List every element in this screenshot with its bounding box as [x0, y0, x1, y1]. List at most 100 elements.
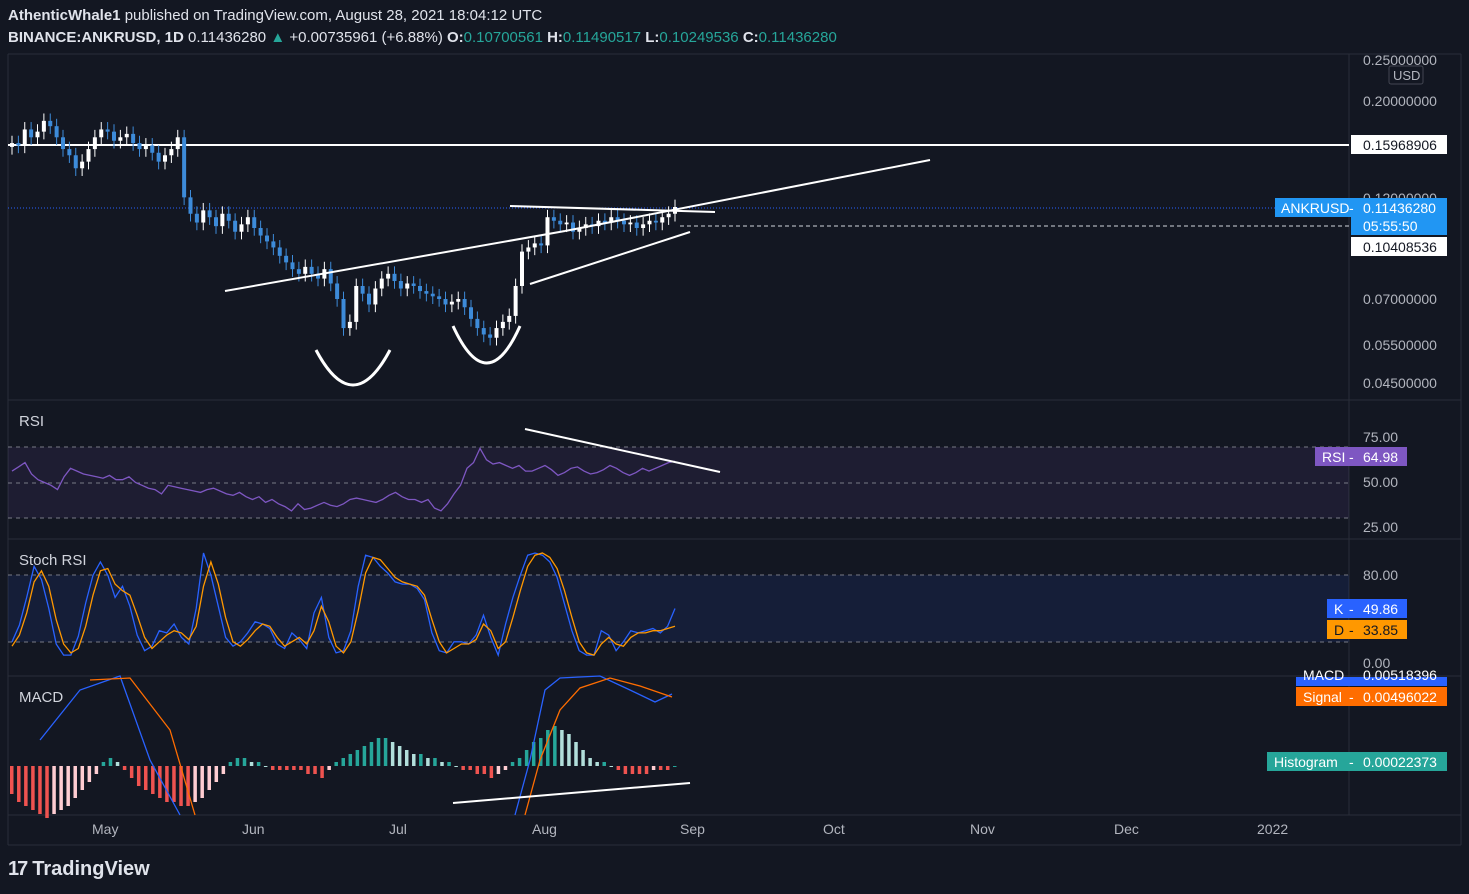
candle-body [360, 285, 365, 294]
x-tick-jun: Jun [242, 821, 265, 837]
candle-body [347, 321, 352, 329]
candle-body [596, 220, 601, 227]
candle-body [131, 133, 136, 144]
candle-body [545, 217, 550, 246]
second-level-value: 0.10408536 [1363, 239, 1437, 255]
stoch-k-tag [1327, 599, 1407, 618]
macd-histogram-bar [165, 766, 169, 802]
stoch-d-line [11, 552, 676, 656]
macd-histogram-bar [581, 750, 585, 766]
candle-body [163, 155, 167, 162]
published-text: published on TradingView.com, August 28,… [124, 7, 543, 24]
candle-body [16, 143, 21, 146]
macd-histogram-bar [637, 766, 642, 774]
macd-histogram-bar [503, 766, 508, 770]
macd-signal-line-right [524, 677, 673, 816]
breakout-trendline[interactable] [564, 159, 931, 232]
macd-histogram-bar [531, 742, 536, 766]
tradingview-logo-icon: 17 [8, 858, 28, 880]
candle-body [513, 285, 518, 316]
macd-histogram-bar [327, 766, 331, 770]
x-tick-may: May [92, 821, 118, 837]
candle-body [405, 283, 410, 289]
candle-body [411, 283, 416, 286]
x-tick-sep: Sep [680, 821, 705, 837]
candle-body [220, 213, 225, 227]
candle-body [615, 217, 620, 221]
macd-histogram-bar [151, 766, 155, 794]
macd-histogram-bar [235, 758, 240, 766]
candle-body [577, 227, 582, 232]
candle-body [41, 120, 46, 132]
rounded-bottom-2-arc[interactable] [451, 325, 522, 365]
tradingview-brand: TradingView [32, 858, 150, 880]
candle-body [558, 220, 563, 225]
macd-histogram [10, 726, 677, 818]
candle-body [156, 152, 161, 162]
high-label: H: [547, 29, 563, 46]
candle-body [379, 278, 384, 289]
candle-body [386, 273, 391, 279]
stoch-tick-80: 80.00 [1363, 567, 1398, 583]
rounded-bottom-1-arc[interactable] [314, 349, 392, 387]
candle-body [520, 251, 524, 286]
macd-trendline[interactable] [452, 782, 691, 804]
candle-body [309, 266, 314, 274]
candle-body [443, 299, 448, 305]
close-label: C: [742, 29, 759, 46]
candle-body [653, 220, 658, 223]
last-price: 0.11436280 [188, 29, 267, 46]
candle-body [73, 155, 78, 169]
candle-body [150, 145, 155, 153]
candle-body [22, 129, 27, 146]
stoch-title[interactable]: Stoch RSI [19, 552, 87, 569]
currency-box[interactable] [1388, 65, 1424, 85]
macd-histogram-bar [644, 766, 649, 774]
candle-body [507, 315, 512, 322]
macd-histogram-bar [468, 766, 472, 770]
candle-body [469, 307, 473, 319]
tradingview-footer[interactable]: 17 TradingView [8, 858, 150, 881]
candle-body [456, 299, 461, 302]
macd-histogram-bar [263, 766, 268, 767]
symbol-name[interactable]: BINANCE:ANKRUSD, 1D [8, 29, 184, 46]
macd-histogram-bar [567, 734, 571, 766]
neckline-trendline[interactable] [224, 230, 566, 292]
publisher-name[interactable]: AthenticWhale1 [8, 7, 121, 24]
candle-body [373, 288, 378, 305]
rsi-divergence-trendline[interactable] [524, 428, 721, 473]
macd-histogram-bar [602, 762, 606, 766]
histogram-value-tag [1267, 752, 1447, 771]
rsi-line [11, 446, 676, 512]
candle-body [539, 243, 544, 246]
high-value: 0.11490517 [562, 29, 642, 46]
macd-histogram-bar [320, 766, 324, 778]
close-value: 0.11436280 [758, 29, 837, 46]
macd-histogram-bar [306, 766, 310, 774]
macd-histogram-bar [447, 762, 451, 766]
low-value: 0.10249536 [659, 29, 739, 46]
publication-line: AthenticWhale1 published on TradingView.… [8, 7, 542, 24]
x-tick-jul: Jul [389, 821, 407, 837]
open-value: 0.10700561 [463, 29, 543, 46]
channel-bottom-line[interactable] [529, 231, 691, 285]
candle-body [398, 281, 403, 289]
macd-histogram-bar [299, 766, 303, 770]
macd-histogram-bar [651, 766, 656, 770]
macd-histogram-bar [193, 766, 197, 802]
macd-title[interactable]: MACD [19, 689, 63, 706]
candle-body [29, 129, 34, 138]
candle-body [641, 224, 646, 228]
candle-body [207, 210, 212, 218]
macd-histogram-bar [658, 766, 663, 770]
macd-histogram-bar [433, 758, 437, 766]
macd-histogram-bar [404, 750, 409, 766]
macd-histogram-bar [270, 766, 275, 770]
macd-histogram-bar [630, 766, 635, 774]
stoch-k-tag-value: 49.86 [1363, 601, 1398, 617]
macd-histogram-bar [52, 766, 56, 814]
rsi-title[interactable]: RSI [19, 413, 44, 430]
rsi-tag-value: 64.98 [1363, 449, 1398, 465]
channel-top-line[interactable] [509, 205, 716, 213]
